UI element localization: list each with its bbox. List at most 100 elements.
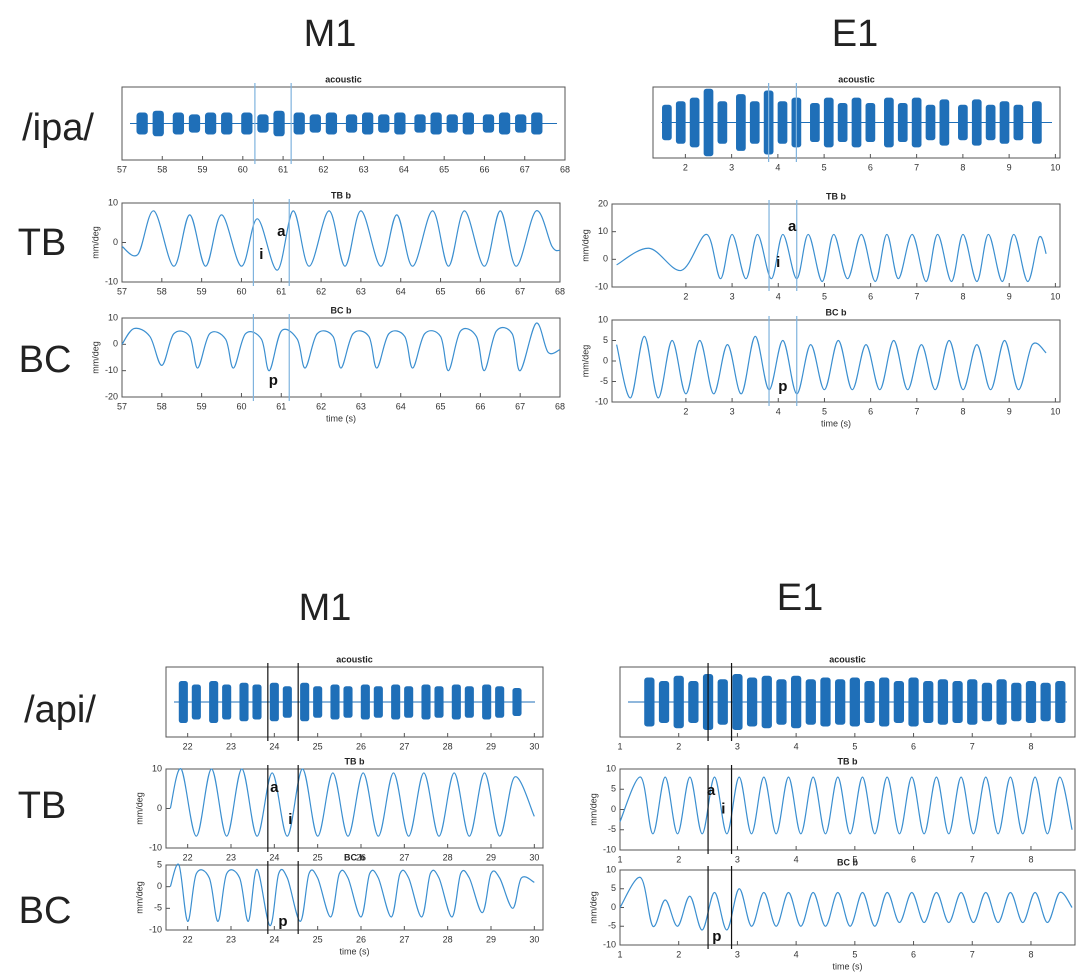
row-label: /api/ — [24, 689, 96, 731]
x-tick-label: 26 — [356, 934, 366, 944]
waveform-burst — [958, 104, 968, 141]
waveform-burst — [996, 679, 1007, 725]
y-tick-label: -10 — [603, 844, 616, 854]
waveform-burst — [309, 114, 321, 133]
chart: acoustic 57 58 59 60 61 62 63 64 65 66 67 68 — [117, 74, 570, 174]
chart: BC b 2 3 4 5 6 7 8 9 10 -10 -5 0 5 10 mm/deg time (s) p — [580, 307, 1061, 428]
x-tick-label: 10 — [1050, 291, 1060, 301]
x-tick-label: 57 — [117, 164, 127, 174]
y-axis-label: mm/deg — [134, 881, 144, 914]
chart-title: BC b — [826, 307, 847, 317]
y-tick-label: 10 — [598, 314, 608, 324]
chart-title: BC b — [344, 852, 365, 862]
waveform-burst — [925, 104, 936, 141]
x-tick-label: 30 — [529, 852, 539, 862]
x-tick-label: 65 — [439, 164, 449, 174]
x-tick-label: 63 — [359, 164, 369, 174]
x-tick-label: 58 — [157, 286, 167, 296]
y-axis-label: mm/deg — [580, 345, 590, 378]
x-tick-label: 7 — [914, 406, 919, 416]
signal-line — [619, 776, 1073, 835]
waveform-burst — [835, 679, 846, 725]
waveform-burst — [952, 681, 963, 723]
signal-line — [619, 876, 1073, 931]
y-tick-label: 0 — [113, 237, 118, 247]
x-tick-label: 25 — [313, 852, 323, 862]
annotation: p — [278, 913, 287, 930]
waveform-burst — [482, 684, 492, 720]
waveform-burst — [662, 104, 672, 141]
y-tick-label: -5 — [608, 921, 616, 931]
x-tick-label: 8 — [1028, 949, 1033, 959]
x-tick-label: 6 — [868, 291, 873, 301]
x-tick-label: 27 — [399, 934, 409, 944]
waveform-burst — [717, 679, 728, 725]
x-tick-label: 2 — [683, 406, 688, 416]
waveform-burst — [777, 101, 788, 144]
y-tick-label: 20 — [598, 198, 608, 208]
chart-title: acoustic — [838, 74, 875, 84]
chart-title: acoustic — [325, 74, 362, 84]
x-tick-label: 29 — [486, 741, 496, 751]
x-tick-label: 5 — [822, 291, 827, 301]
waveform-burst — [269, 682, 279, 722]
y-axis-label: mm/deg — [90, 341, 100, 374]
x-tick-label: 23 — [226, 934, 236, 944]
waveform-burst — [675, 101, 686, 144]
waveform-burst — [273, 110, 285, 137]
chart: acoustic 2 3 4 5 6 7 8 9 10 — [652, 74, 1061, 172]
x-tick-label: 63 — [356, 286, 366, 296]
x-axis-label: time (s) — [821, 418, 851, 428]
x-tick-label: 24 — [269, 934, 279, 944]
x-tick-label: 60 — [236, 286, 246, 296]
x-tick-label: 58 — [157, 401, 167, 411]
waveform-burst — [378, 114, 390, 133]
annotation: p — [269, 372, 278, 389]
waveform-burst — [360, 684, 370, 720]
y-tick-label: -10 — [105, 365, 118, 375]
chart: TB b 22 23 24 25 26 27 28 29 30 -10 0 10 mm/deg ai — [134, 756, 544, 862]
waveform-burst — [300, 682, 310, 722]
x-tick-label: 3 — [735, 854, 740, 864]
x-tick-label: 5 — [852, 741, 857, 751]
waveform-burst — [495, 686, 505, 718]
chart: BC b 22 23 24 25 26 27 28 29 30 -10 -5 0 5 mm/deg time … — [134, 852, 544, 956]
waveform-burst — [241, 112, 253, 135]
waveform-burst — [313, 686, 323, 718]
x-tick-label: 65 — [436, 286, 446, 296]
x-tick-label: 3 — [730, 406, 735, 416]
chart-title: acoustic — [336, 654, 373, 664]
x-tick-label: 3 — [730, 291, 735, 301]
x-tick-label: 62 — [316, 286, 326, 296]
waveform-burst — [391, 684, 401, 720]
x-tick-label: 6 — [868, 162, 873, 172]
chart-title: acoustic — [829, 654, 866, 664]
x-tick-label: 28 — [443, 741, 453, 751]
waveform-burst — [451, 684, 461, 720]
y-tick-label: -5 — [608, 824, 616, 834]
waveform-burst — [1032, 101, 1042, 144]
waveform-burst — [851, 97, 862, 148]
waveform-burst — [531, 112, 543, 135]
x-tick-label: 2 — [683, 291, 688, 301]
chart-title: BC b — [837, 857, 858, 867]
x-tick-label: 61 — [276, 401, 286, 411]
x-tick-label: 59 — [197, 286, 207, 296]
x-tick-label: 3 — [735, 949, 740, 959]
annotation: p — [712, 928, 721, 945]
x-tick-label: 8 — [960, 162, 965, 172]
waveform-burst — [239, 682, 249, 722]
x-tick-label: 7 — [970, 949, 975, 959]
y-tick-label: -5 — [600, 376, 608, 386]
x-tick-label: 1 — [617, 854, 622, 864]
x-tick-label: 3 — [735, 741, 740, 751]
waveform-burst — [837, 102, 848, 143]
waveform-burst — [204, 112, 217, 135]
waveform-burst — [421, 684, 431, 720]
waveform-burst — [1025, 681, 1037, 723]
x-tick-label: 23 — [226, 852, 236, 862]
waveform-burst — [761, 675, 772, 729]
plot-frame — [121, 202, 561, 283]
x-tick-label: 8 — [1028, 854, 1033, 864]
